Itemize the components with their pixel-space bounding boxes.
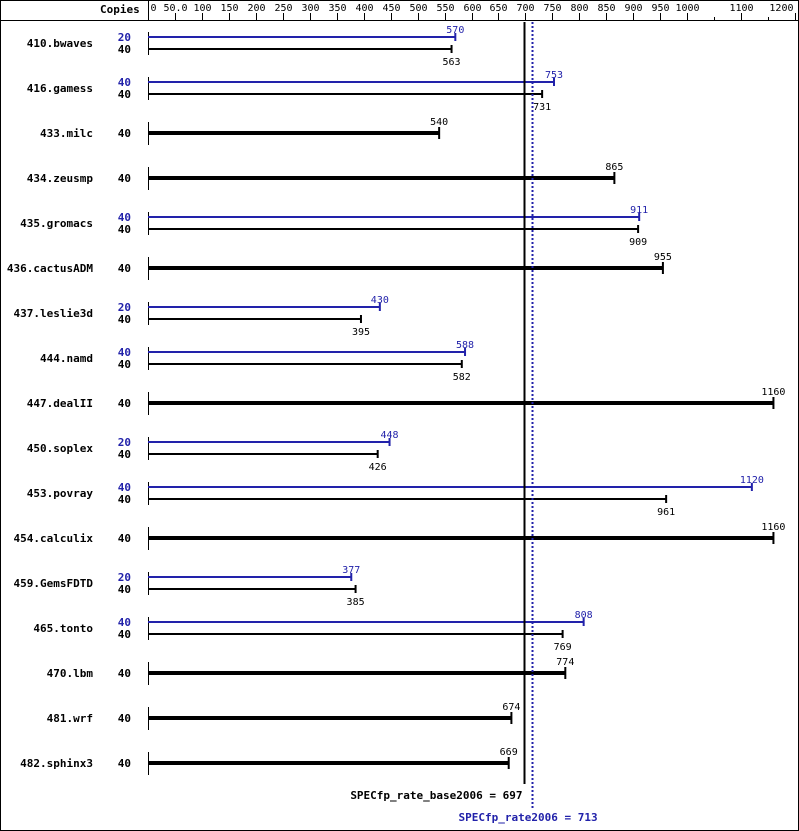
tick-label: 700 <box>516 3 534 14</box>
base-value-label: 909 <box>629 237 647 248</box>
tick-label: 100 <box>193 3 211 14</box>
base-copies: 40 <box>118 397 131 410</box>
tick-label: 800 <box>570 3 588 14</box>
peak-copies: 40 <box>118 616 131 629</box>
base-copies: 40 <box>118 493 131 506</box>
base-copies: 40 <box>118 43 131 56</box>
peak-value-label: 430 <box>371 295 389 306</box>
base-value-label: 731 <box>533 102 551 113</box>
benchmark-name: 436.cactusADM <box>7 262 93 275</box>
base-value-label: 774 <box>556 657 574 668</box>
tick-label: 600 <box>463 3 481 14</box>
benchmark-name: 453.povray <box>27 487 94 500</box>
peak-copies: 20 <box>118 301 131 314</box>
benchmark-name: 447.dealII <box>27 397 93 410</box>
benchmark-name: 482.sphinx3 <box>20 757 93 770</box>
tick-label: 200 <box>247 3 265 14</box>
base-copies: 40 <box>118 583 131 596</box>
tick-label: 250 <box>274 3 292 14</box>
base-value-label: 426 <box>369 462 387 473</box>
peak-value-label: 448 <box>381 430 399 441</box>
peak-value-label: 588 <box>456 340 474 351</box>
base-value-label: 955 <box>654 252 672 263</box>
tick-label: 900 <box>624 3 642 14</box>
base-summary-label: SPECfp_rate_base2006 = 697 <box>350 789 522 802</box>
peak-value-label: 808 <box>575 610 593 621</box>
base-value-label: 385 <box>347 597 365 608</box>
tick-label: 850 <box>597 3 615 14</box>
tick-label: 1000 <box>675 3 699 14</box>
tick-label: 300 <box>301 3 319 14</box>
base-copies: 40 <box>118 223 131 236</box>
base-copies: 40 <box>118 532 131 545</box>
peak-summary-label: SPECfp_rate2006 = 713 <box>459 811 598 824</box>
tick-label: 650 <box>489 3 507 14</box>
benchmark-name: 444.namd <box>40 352 93 365</box>
base-value-label: 540 <box>430 117 448 128</box>
tick-label: 150 <box>220 3 238 14</box>
base-value-label: 769 <box>554 642 572 653</box>
tick-label: 1100 <box>729 3 753 14</box>
benchmark-name: 465.tonto <box>33 622 93 635</box>
base-copies: 40 <box>118 313 131 326</box>
peak-value-label: 753 <box>545 70 563 81</box>
tick-label: 450 <box>382 3 400 14</box>
benchmark-name: 416.gamess <box>27 82 93 95</box>
tick-label: 750 <box>543 3 561 14</box>
peak-copies: 20 <box>118 31 131 44</box>
base-value-label: 563 <box>443 57 461 68</box>
tick-label: 400 <box>355 3 373 14</box>
peak-copies: 40 <box>118 211 131 224</box>
base-copies: 40 <box>118 712 131 725</box>
benchmark-name: 410.bwaves <box>27 37 93 50</box>
tick-label: 1200 <box>769 3 793 14</box>
peak-copies: 20 <box>118 436 131 449</box>
benchmark-name: 454.calculix <box>14 532 94 545</box>
tick-label: 500 <box>409 3 427 14</box>
base-copies: 40 <box>118 358 131 371</box>
base-copies: 40 <box>118 127 131 140</box>
base-value-label: 674 <box>502 702 520 713</box>
base-value-label: 582 <box>453 372 471 383</box>
tick-label: 950 <box>651 3 669 14</box>
base-value-label: 961 <box>657 507 675 518</box>
peak-copies: 40 <box>118 76 131 89</box>
peak-copies: 40 <box>118 346 131 359</box>
peak-value-label: 1120 <box>740 475 764 486</box>
base-value-label: 865 <box>605 162 623 173</box>
tick-label: 550 <box>436 3 454 14</box>
base-value-label: 395 <box>352 327 370 338</box>
benchmark-name: 435.gromacs <box>20 217 93 230</box>
base-value-label: 1160 <box>761 522 785 533</box>
base-value-label: 669 <box>500 747 518 758</box>
benchmark-name: 450.soplex <box>27 442 94 455</box>
benchmark-name: 470.lbm <box>47 667 94 680</box>
benchmark-name: 437.leslie3d <box>14 307 93 320</box>
base-copies: 40 <box>118 667 131 680</box>
tick-label: 350 <box>328 3 346 14</box>
benchmark-name: 481.wrf <box>47 712 93 725</box>
peak-value-label: 377 <box>342 565 360 576</box>
tick-label: 50.0 <box>163 3 187 14</box>
base-copies: 40 <box>118 757 131 770</box>
peak-copies: 20 <box>118 571 131 584</box>
benchmark-name: 433.milc <box>40 127 93 140</box>
peak-value-label: 570 <box>446 25 464 36</box>
peak-value-label: 911 <box>630 205 648 216</box>
base-copies: 40 <box>118 172 131 185</box>
benchmark-name: 459.GemsFDTD <box>14 577 94 590</box>
benchmark-name: 434.zeusmp <box>27 172 94 185</box>
peak-copies: 40 <box>118 481 131 494</box>
base-copies: 40 <box>118 262 131 275</box>
base-value-label: 1160 <box>761 387 785 398</box>
tick-label: 0 <box>151 3 157 14</box>
base-copies: 40 <box>118 628 131 641</box>
base-copies: 40 <box>118 88 131 101</box>
base-copies: 40 <box>118 448 131 461</box>
axis-label: Copies <box>100 3 140 16</box>
